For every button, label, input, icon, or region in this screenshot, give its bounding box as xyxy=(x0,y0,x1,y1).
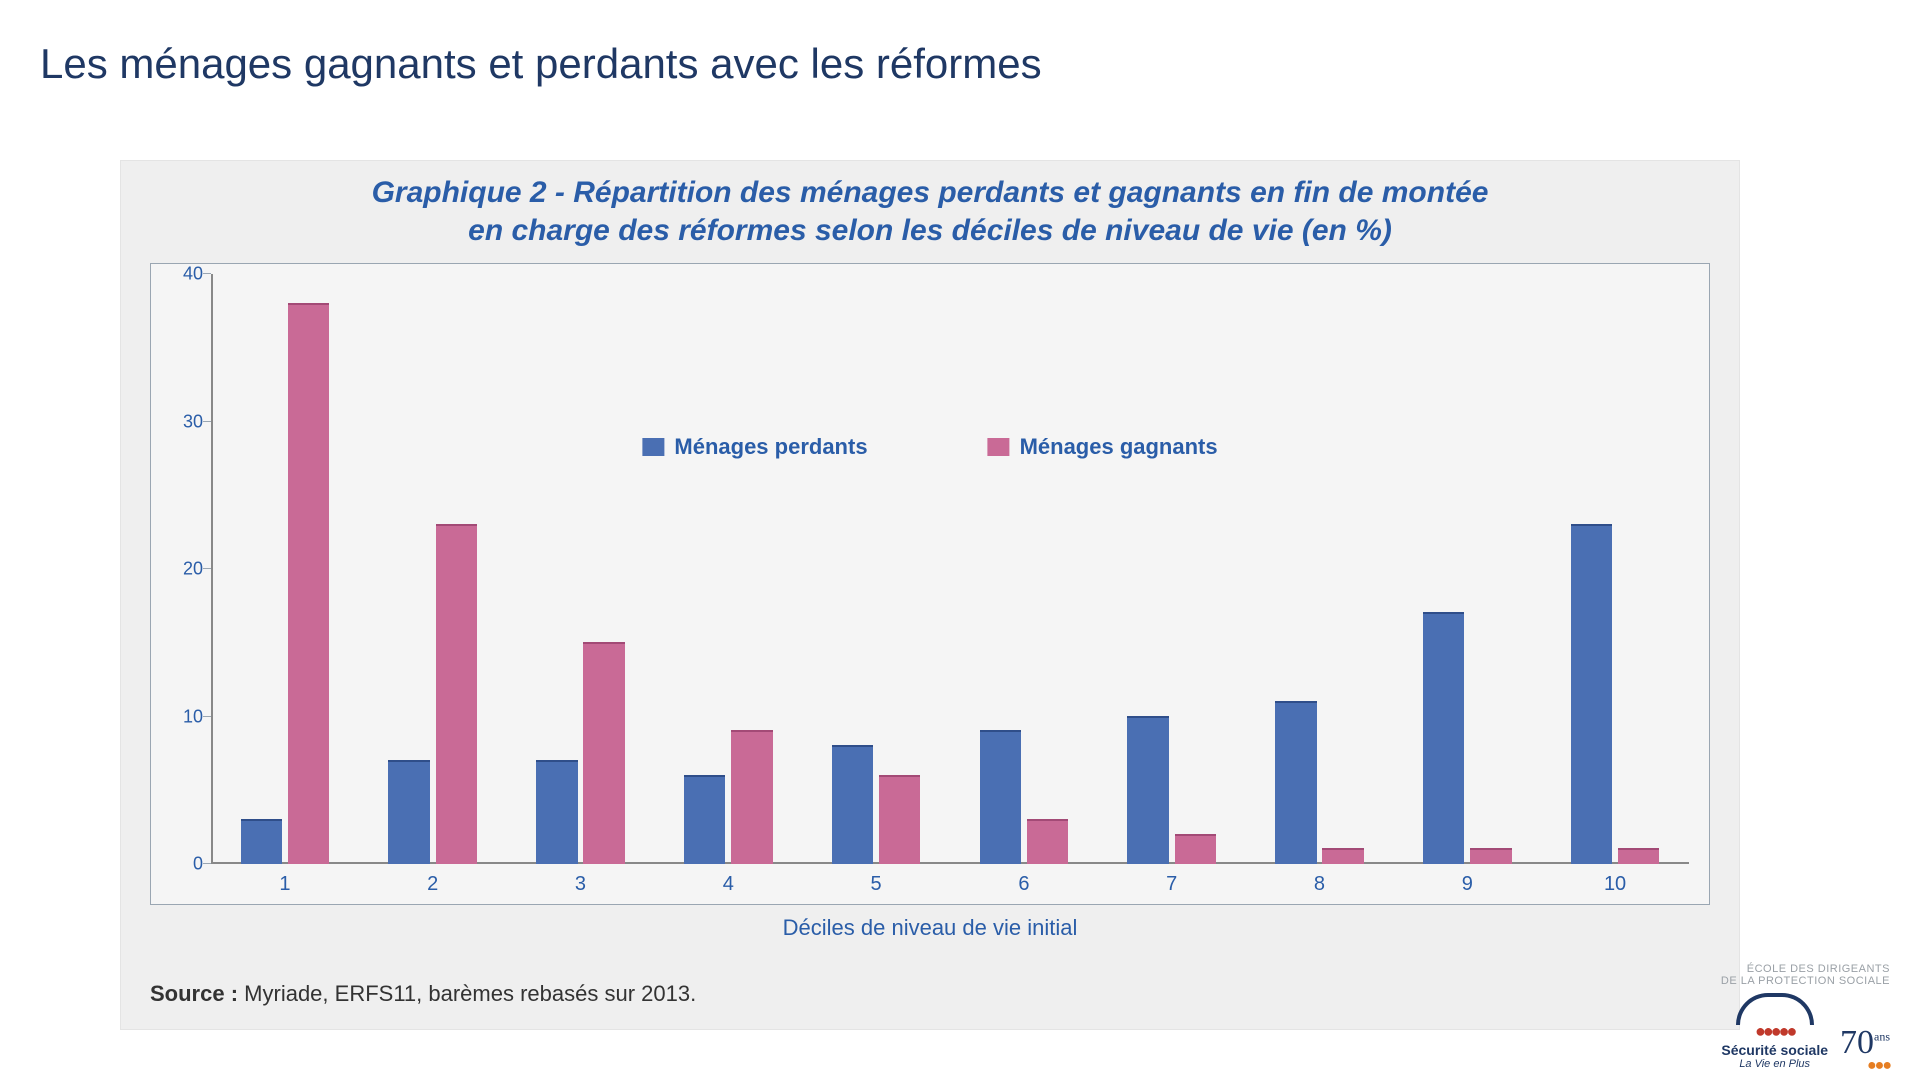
bar-gagnants xyxy=(1027,820,1068,864)
footer-logos: ÉCOLE DES DIRIGEANTS DE LA PROTECTION SO… xyxy=(1721,963,1890,1070)
slide-title: Les ménages gagnants et perdants avec le… xyxy=(40,40,1042,88)
bar-gagnants xyxy=(1175,835,1216,865)
x-tick-label: 2 xyxy=(359,873,507,896)
x-tick-label: 10 xyxy=(1541,873,1689,896)
bar-group xyxy=(950,274,1098,864)
x-tick-label: 5 xyxy=(802,873,950,896)
bar-perdants xyxy=(1571,525,1612,864)
bar-gagnants xyxy=(1470,849,1511,864)
x-tick-labels: 12345678910 xyxy=(211,873,1689,896)
bar-group xyxy=(507,274,655,864)
x-tick-label: 8 xyxy=(1246,873,1394,896)
bar-gagnants xyxy=(436,525,477,864)
source-text: Myriade, ERFS11, barèmes rebasés sur 201… xyxy=(244,981,696,1006)
y-tick-label: 20 xyxy=(183,559,203,580)
seventy-number: 70 xyxy=(1840,1024,1874,1061)
bar-gagnants xyxy=(1618,849,1659,864)
chart-source: Source : Myriade, ERFS11, barèmes rebasé… xyxy=(120,941,1740,1007)
bar-group xyxy=(802,274,950,864)
bar-perdants xyxy=(388,761,429,864)
source-label: Source xyxy=(150,981,225,1006)
bar-groups xyxy=(211,274,1689,864)
legend-item-gagnants: Ménages gagnants xyxy=(988,434,1218,460)
bar-group xyxy=(1098,274,1246,864)
x-tick-label: 4 xyxy=(654,873,802,896)
securite-sociale-logo: ●●●●● Sécurité sociale La Vie en Plus xyxy=(1721,993,1828,1070)
x-tick-label: 3 xyxy=(507,873,655,896)
seventy-suffix: ans xyxy=(1874,1030,1890,1044)
bar-group xyxy=(1246,274,1394,864)
bar-perdants xyxy=(1423,613,1464,864)
bar-group xyxy=(211,274,359,864)
bar-group xyxy=(1393,274,1541,864)
bar-group xyxy=(654,274,802,864)
seventy-years-logo: 70ans ●●● xyxy=(1840,1024,1890,1070)
plot-area: Ménages perdants Ménages gagnants 0 10 20 3… xyxy=(150,263,1710,905)
bar-gagnants xyxy=(879,776,920,865)
legend-item-perdants: Ménages perdants xyxy=(642,434,867,460)
y-tick-label: 0 xyxy=(193,854,203,875)
footer-caption: ÉCOLE DES DIRIGEANTS DE LA PROTECTION SO… xyxy=(1721,963,1890,987)
x-axis-title: Déciles de niveau de vie initial xyxy=(120,915,1740,941)
legend-label-gagnants: Ménages gagnants xyxy=(1020,434,1218,460)
logo-text-2: La Vie en Plus xyxy=(1721,1058,1828,1070)
footer-caption-line2: DE LA PROTECTION SOCIALE xyxy=(1721,975,1890,987)
footer-caption-line1: ÉCOLE DES DIRIGEANTS xyxy=(1747,963,1890,975)
legend-swatch-gagnants xyxy=(988,438,1010,456)
bar-group xyxy=(1541,274,1689,864)
bar-perdants xyxy=(1127,717,1168,865)
bar-gagnants xyxy=(288,304,329,865)
chart-title-line2: en charge des réformes selon les déciles… xyxy=(468,214,1392,247)
x-tick-label: 1 xyxy=(211,873,359,896)
legend-swatch-perdants xyxy=(642,438,664,456)
bar-perdants xyxy=(980,731,1021,864)
x-tick-label: 9 xyxy=(1393,873,1541,896)
bar-perdants xyxy=(832,746,873,864)
bar-gagnants xyxy=(583,643,624,864)
bar-perdants xyxy=(536,761,577,864)
legend-label-perdants: Ménages perdants xyxy=(674,434,867,460)
x-tick-label: 6 xyxy=(950,873,1098,896)
logo-text-1: Sécurité sociale xyxy=(1721,1042,1828,1058)
bar-perdants xyxy=(1275,702,1316,864)
bar-group xyxy=(359,274,507,864)
chart-panel: Graphique 2 - Répartition des ménages pe… xyxy=(120,160,1740,1030)
bar-perdants xyxy=(241,820,282,864)
y-tick-label: 30 xyxy=(183,411,203,432)
bar-perdants xyxy=(684,776,725,865)
y-tick-label: 40 xyxy=(183,264,203,285)
y-tick-label: 10 xyxy=(183,706,203,727)
chart-legend: Ménages perdants Ménages gagnants xyxy=(642,434,1217,460)
bar-gagnants xyxy=(731,731,772,864)
chart-title: Graphique 2 - Répartition des ménages pe… xyxy=(120,160,1740,255)
chart-title-line1: Graphique 2 - Répartition des ménages pe… xyxy=(372,176,1489,209)
bar-gagnants xyxy=(1322,849,1363,864)
y-axis: 010203040 xyxy=(151,274,211,864)
x-tick-label: 7 xyxy=(1098,873,1246,896)
